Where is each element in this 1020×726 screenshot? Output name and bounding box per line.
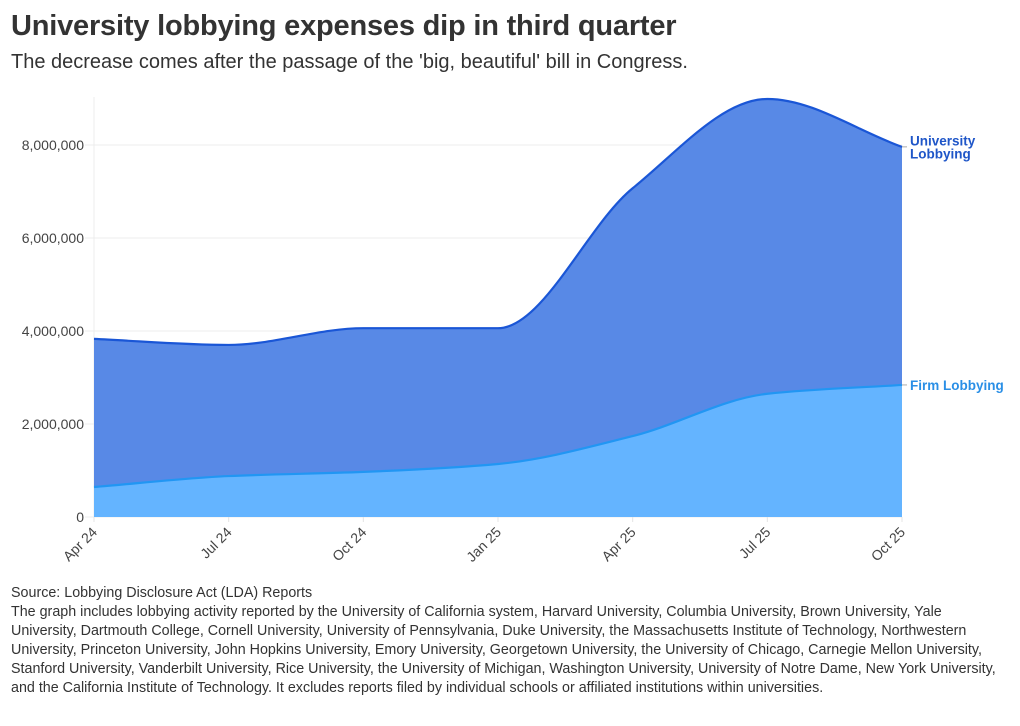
y-tick-label: 0 (76, 509, 84, 525)
x-tick-label: Jan 25 (463, 524, 504, 565)
x-tick-label: Jul 25 (736, 524, 774, 562)
series-labels: University Lobbying Firm Lobbying (902, 133, 1004, 393)
x-axis: Apr 24 Jul 24 Oct 24 Jan 25 Apr 25 Jul 25 Oct … (60, 517, 909, 565)
y-tick-label: 4,000,000 (22, 323, 84, 339)
firm-lobbying-area (94, 384, 902, 517)
chart-footer: Source: Lobbying Disclosure Act (LDA) Re… (11, 584, 1011, 698)
x-tick-label: Oct 25 (868, 524, 909, 565)
chart-title: University lobbying expenses dip in thir… (11, 10, 677, 42)
university-lobbying-label: University Lobbying (910, 133, 976, 161)
x-tick-label: Jul 24 (197, 524, 235, 562)
y-tick-label: 2,000,000 (22, 416, 84, 432)
series-label-line: University (910, 133, 976, 148)
x-tick-label: Apr 25 (598, 524, 639, 565)
area-series (93, 97, 903, 517)
firm-lobbying-label: Firm Lobbying (910, 378, 1004, 393)
series-label-line: Lobbying (910, 146, 971, 161)
methodology-note: The graph includes lobbying activity rep… (11, 604, 996, 696)
y-axis: 0 2,000,000 4,000,000 6,000,000 8,000,000 (22, 137, 85, 525)
y-tick-label: 6,000,000 (22, 230, 84, 246)
series-label-line: Firm Lobbying (910, 378, 1004, 393)
chart-subtitle: The decrease comes after the passage of … (11, 51, 688, 73)
x-tick-label: Apr 24 (60, 524, 101, 565)
x-tick-label: Oct 24 (329, 524, 370, 565)
area-chart: 0 2,000,000 4,000,000 6,000,000 8,000,000 Ap… (22, 97, 1004, 565)
source-note: Source: Lobbying Disclosure Act (LDA) Re… (11, 585, 313, 601)
y-tick-label: 8,000,000 (22, 137, 84, 153)
